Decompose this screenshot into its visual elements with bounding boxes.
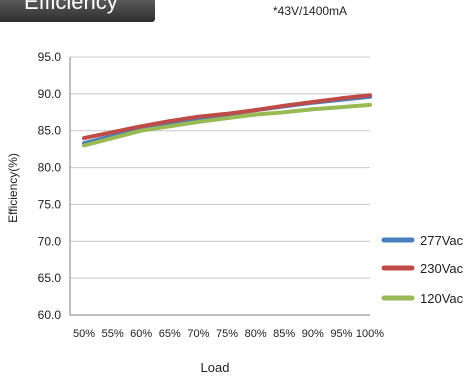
x-axis-label: Load [201, 360, 230, 375]
series-line-120Vac [82, 102, 372, 148]
chart-title: Efficiency [24, 0, 118, 14]
y-tick-label: 95.0 [38, 50, 62, 64]
x-tick-label: 60% [130, 328, 152, 340]
x-tick-label: 55% [102, 328, 124, 340]
test-condition-note: *43V/1400mA [273, 4, 348, 18]
x-tick-label: 100% [356, 328, 384, 340]
y-tick-label: 85.0 [38, 124, 62, 138]
x-tick-label: 85% [273, 328, 295, 340]
x-tick-label: 95% [330, 328, 352, 340]
x-tick-label: 90% [302, 328, 324, 340]
y-tick-labels: 95.0 90.0 85.0 80.0 75.0 70.0 65.0 60.0 [38, 50, 62, 322]
x-tick-label: 50% [73, 328, 95, 340]
series-lines [82, 93, 372, 148]
y-axis-label: Efficiency(%) [6, 153, 20, 223]
y-tick-label: 80.0 [38, 161, 62, 175]
x-tick-label: 65% [159, 328, 181, 340]
x-tick-label: 75% [216, 328, 238, 340]
x-tick-label: 80% [245, 328, 267, 340]
legend-label: 120Vac [420, 291, 464, 306]
title-tab: Efficiency [0, 0, 155, 22]
x-tick-labels: 50% 55% 60% 65% 70% 75% 80% 85% 90% 95% 100% [73, 328, 384, 340]
y-tick-label: 60.0 [38, 308, 62, 322]
y-tick-label: 65.0 [38, 271, 62, 285]
y-tick-label: 90.0 [38, 87, 62, 101]
gridlines [70, 56, 370, 279]
legend: 277Vac 230Vac 120Vac [381, 233, 464, 306]
legend-label: 277Vac [420, 233, 464, 248]
y-tick-label: 75.0 [38, 197, 62, 211]
series-line-230Vac [82, 93, 372, 141]
x-tick-label: 70% [187, 328, 209, 340]
legend-label: 230Vac [420, 261, 464, 276]
axes [69, 57, 370, 316]
y-tick-label: 70.0 [38, 234, 62, 248]
